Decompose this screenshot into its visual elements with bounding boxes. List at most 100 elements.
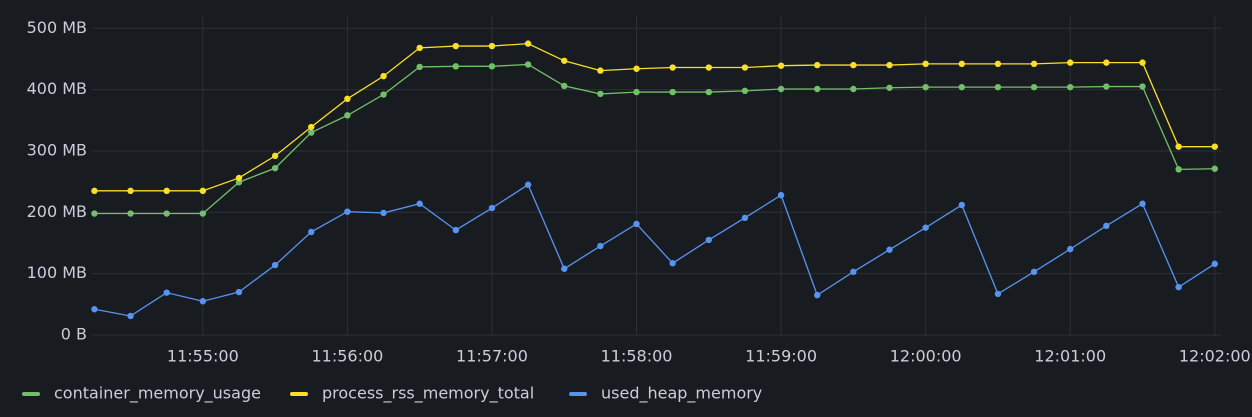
data-point xyxy=(524,181,532,188)
data-point xyxy=(850,61,857,69)
x-tick-label: 11:55:00 xyxy=(167,347,239,366)
data-point xyxy=(958,60,965,68)
data-point xyxy=(127,210,134,217)
data-point xyxy=(163,289,170,296)
data-point xyxy=(416,63,423,71)
data-point xyxy=(561,82,568,90)
data-point xyxy=(488,204,496,212)
data-point xyxy=(344,112,351,119)
data-point xyxy=(597,90,604,98)
data-point xyxy=(524,40,532,47)
x-tick-label: 11:59:00 xyxy=(745,347,817,366)
data-point xyxy=(488,63,496,70)
legend-label[interactable]: used_heap_memory xyxy=(601,384,762,404)
data-point xyxy=(524,61,532,68)
data-point xyxy=(994,290,1002,298)
data-point xyxy=(1175,166,1182,173)
data-point xyxy=(1067,83,1074,91)
data-point xyxy=(1030,268,1038,276)
data-point xyxy=(1103,222,1110,230)
data-point xyxy=(1030,83,1038,91)
data-point xyxy=(380,209,387,217)
data-point xyxy=(886,61,893,69)
y-tick-label: 200 MB xyxy=(27,202,87,221)
data-point xyxy=(163,210,170,217)
data-point xyxy=(777,191,785,199)
data-point xyxy=(452,63,460,70)
data-point xyxy=(235,174,243,182)
data-point xyxy=(705,236,713,244)
data-point xyxy=(1211,165,1218,172)
data-point xyxy=(344,208,351,215)
data-point xyxy=(1103,83,1110,90)
series-line xyxy=(94,63,1215,215)
data-point xyxy=(1139,200,1146,207)
legend-swatch[interactable] xyxy=(22,392,40,396)
data-point xyxy=(488,42,496,50)
legend-swatch[interactable] xyxy=(569,392,587,396)
data-point xyxy=(199,210,207,217)
data-point xyxy=(1211,143,1218,150)
data-point xyxy=(814,291,821,299)
data-point xyxy=(814,61,821,69)
data-point xyxy=(633,65,640,72)
data-point xyxy=(922,83,929,91)
data-point xyxy=(777,62,785,69)
data-point xyxy=(271,152,279,160)
data-point xyxy=(886,246,893,253)
data-point xyxy=(1139,83,1146,90)
data-point xyxy=(597,242,604,250)
data-point xyxy=(380,72,387,80)
data-point xyxy=(1067,59,1074,66)
legend-label[interactable]: process_rss_memory_total xyxy=(322,384,534,404)
data-point xyxy=(308,228,315,236)
y-tick-label: 0 B xyxy=(61,325,87,344)
data-point xyxy=(561,265,568,272)
data-point xyxy=(814,85,821,93)
data-point xyxy=(271,261,279,269)
data-point xyxy=(886,84,893,91)
x-tick-label: 11:58:00 xyxy=(601,347,673,366)
data-point xyxy=(1175,283,1182,291)
data-point xyxy=(1139,59,1146,66)
series-line xyxy=(94,42,1215,192)
data-point xyxy=(127,312,134,320)
data-point xyxy=(1067,245,1074,253)
y-tick-label: 400 MB xyxy=(27,79,87,98)
legend-label[interactable]: container_memory_usage xyxy=(54,384,261,404)
x-tick-label: 12:00:00 xyxy=(890,347,962,366)
data-point xyxy=(1211,260,1218,268)
data-point xyxy=(1103,59,1110,66)
legend-swatch[interactable] xyxy=(290,392,308,396)
data-point xyxy=(91,210,98,217)
data-point xyxy=(91,306,98,313)
y-tick-label: 500 MB xyxy=(27,18,87,37)
data-point xyxy=(922,60,929,68)
data-point xyxy=(741,64,749,71)
x-tick-label: 11:57:00 xyxy=(456,347,528,366)
series-line xyxy=(94,183,1216,317)
data-point xyxy=(958,201,965,209)
data-point xyxy=(669,64,676,71)
data-point xyxy=(994,83,1002,91)
data-point xyxy=(199,298,207,305)
data-point xyxy=(741,214,749,222)
data-point xyxy=(850,268,857,276)
y-tick-label: 100 MB xyxy=(27,263,87,282)
data-point xyxy=(922,224,929,231)
data-point xyxy=(705,64,713,71)
data-point xyxy=(271,164,279,172)
data-point xyxy=(1030,60,1038,68)
y-tick-label: 300 MB xyxy=(27,140,87,159)
data-point xyxy=(416,200,423,207)
data-point xyxy=(669,260,676,267)
x-tick-label: 12:01:00 xyxy=(1034,347,1106,366)
data-point xyxy=(127,187,134,195)
x-tick-label: 11:56:00 xyxy=(311,347,383,366)
data-point xyxy=(597,67,604,74)
data-point xyxy=(380,91,387,98)
data-point xyxy=(669,88,676,96)
data-point xyxy=(633,220,640,228)
data-point xyxy=(308,129,315,136)
